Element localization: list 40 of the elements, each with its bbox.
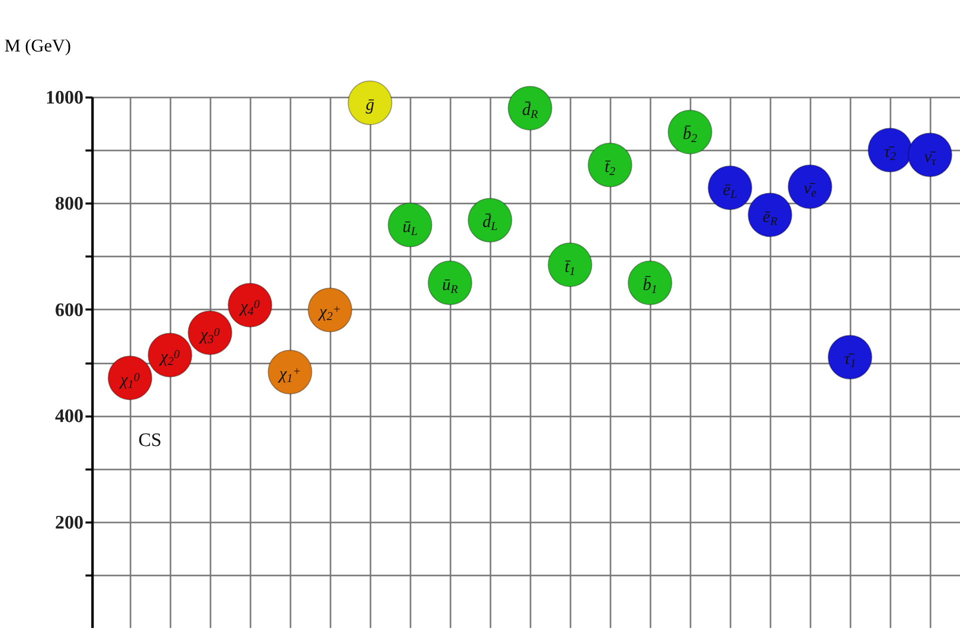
x-tick-label: ḡ [366, 94, 375, 114]
point [548, 242, 592, 288]
point [268, 350, 312, 394]
x-tick-label: ν̄$_{τ}$ [924, 146, 937, 168]
point [788, 164, 832, 209]
x-tick-label: d̄$_{R}$ [522, 100, 539, 122]
point [468, 198, 512, 242]
x-tick-label: ē$_{L}$ [722, 180, 738, 201]
x-tick-label: b̄$_{2}$ [682, 124, 698, 146]
point [108, 356, 152, 400]
point [908, 132, 952, 178]
point [708, 166, 752, 210]
x-tick-label: ū$_{R}$ [442, 274, 459, 296]
point [748, 192, 792, 238]
point [348, 80, 392, 126]
x-tick-label: b̄$_{1}$ [642, 274, 658, 296]
y-tick-label: 1000 [46, 88, 84, 108]
point [628, 260, 672, 306]
y-tick-label: 200 [55, 512, 84, 534]
point [588, 142, 632, 188]
x-tick-label: ē$_{R}$ [762, 206, 778, 228]
x-tick-label: τ̄$_{1}$ [844, 349, 856, 370]
point [308, 288, 352, 332]
point [868, 128, 912, 172]
y-axis-title: M (GeV) [4, 36, 71, 56]
point [668, 110, 712, 154]
point [828, 334, 872, 380]
x-tick-label: ν̄$_{e}$ [804, 178, 818, 200]
point [508, 86, 552, 130]
point [388, 202, 432, 248]
x-tick-label: ū$_{L}$ [402, 216, 418, 238]
x-tick-label: d̄$_{L}$ [482, 212, 498, 234]
x-tick-label: t̄$_{1}$ [564, 256, 576, 278]
x-tick-label: τ̄$_{2}$ [884, 142, 896, 164]
y-tick-label: 600 [55, 300, 84, 321]
y-tick-label: 800 [55, 194, 84, 215]
x-tick-label: t̄$_{2}$ [604, 156, 616, 178]
point [428, 260, 472, 306]
annotation: CS [138, 430, 162, 451]
y-tick-label: 400 [55, 406, 84, 428]
